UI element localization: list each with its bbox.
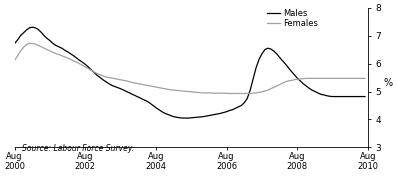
Males — [12, 42, 17, 45]
Males — [357, 95, 362, 98]
Text: Source: Labour Force Survey.: Source: Labour Force Survey. — [22, 144, 134, 153]
Females — [295, 78, 300, 80]
Females — [260, 91, 264, 93]
Females — [210, 92, 214, 94]
Males — [110, 84, 114, 87]
Females — [227, 92, 232, 95]
Males — [30, 26, 35, 28]
Females — [362, 77, 367, 80]
Males — [295, 77, 300, 79]
Males — [260, 53, 264, 55]
Legend: Males, Females: Males, Females — [267, 9, 318, 28]
Females — [357, 77, 362, 80]
Males — [212, 113, 217, 115]
Males — [89, 69, 94, 71]
Females — [89, 69, 94, 71]
Males — [362, 95, 367, 98]
Line: Males: Males — [15, 27, 365, 118]
Females — [27, 42, 32, 45]
Y-axis label: %: % — [384, 77, 393, 88]
Males — [180, 117, 185, 119]
Line: Females: Females — [15, 43, 365, 94]
Females — [110, 77, 114, 79]
Females — [12, 59, 17, 61]
